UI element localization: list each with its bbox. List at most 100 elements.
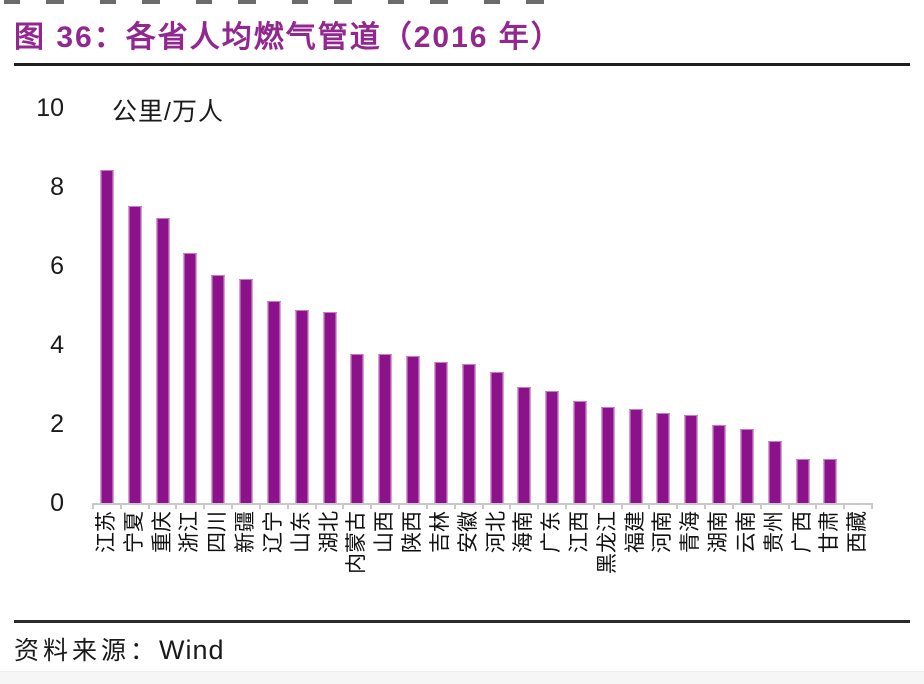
bar-group: 辽宁	[260, 108, 288, 553]
bar-group: 湖北	[316, 108, 344, 553]
source-label: 资料来源：	[14, 638, 160, 665]
bar-group: 河南	[650, 108, 678, 553]
x-tick-mark	[175, 503, 178, 509]
x-tick-mark	[620, 503, 623, 509]
bar	[545, 391, 560, 503]
x-tick-mark	[537, 503, 540, 509]
bar-group: 山西	[371, 108, 399, 553]
x-tick-mark	[648, 503, 651, 509]
y-tick-label: 0	[50, 489, 64, 517]
x-axis-label: 河南	[651, 511, 675, 553]
figure-title: 图 36：各省人均燃气管道（2016 年）	[14, 21, 563, 54]
bar-group: 浙江	[176, 108, 204, 553]
bar-group: 内蒙古	[343, 108, 371, 574]
bar-group: 新疆	[232, 108, 260, 553]
bar	[767, 440, 782, 503]
x-tick-mark	[676, 503, 679, 509]
bar-group: 广东	[538, 108, 566, 553]
x-axis-label: 陕西	[401, 511, 425, 553]
x-tick-mark	[731, 503, 734, 509]
bar	[99, 170, 114, 503]
bar	[294, 310, 309, 503]
bar	[684, 415, 699, 503]
bar	[211, 274, 226, 503]
bar	[572, 401, 587, 503]
x-tick-mark	[203, 503, 206, 509]
x-axis-label: 重庆	[150, 511, 174, 553]
bar	[628, 409, 643, 503]
x-axis-label: 山东	[289, 511, 313, 553]
bar	[266, 300, 281, 503]
x-axis-label: 河北	[484, 511, 508, 553]
bar	[183, 253, 198, 503]
x-axis-label: 江苏	[94, 511, 118, 553]
x-tick-mark	[147, 503, 150, 509]
x-tick-mark	[815, 503, 818, 509]
bar	[433, 361, 448, 503]
bar-group: 广西	[789, 108, 817, 553]
x-tick-mark	[759, 503, 762, 509]
x-axis-label: 广西	[790, 511, 814, 553]
bar-group: 四川	[204, 108, 232, 553]
bar-group: 江苏	[93, 108, 121, 553]
x-axis-label: 西藏	[846, 511, 870, 553]
bar-group: 贵州	[761, 108, 789, 553]
bar	[739, 428, 754, 503]
bar	[155, 217, 170, 503]
bar-group: 福建	[622, 108, 650, 553]
source-name: Wind	[159, 635, 225, 665]
x-axis-label: 山西	[373, 511, 397, 553]
x-axis-label: 青海	[679, 511, 703, 553]
x-tick-mark	[119, 503, 122, 509]
x-tick-mark	[425, 503, 428, 509]
bar	[656, 413, 671, 503]
x-axis-label: 辽宁	[261, 511, 285, 553]
x-axis-label: 云南	[734, 511, 758, 553]
x-axis-label: 江西	[567, 511, 591, 553]
x-tick-mark	[704, 503, 707, 509]
x-axis-label: 宁夏	[122, 511, 146, 553]
bar-group: 宁夏	[121, 108, 149, 553]
bar-group: 江西	[566, 108, 594, 553]
y-tick-label: 2	[50, 410, 64, 438]
x-tick-mark	[92, 503, 94, 509]
bar-group: 甘肃	[817, 108, 845, 553]
x-axis-label: 内蒙古	[345, 511, 369, 574]
y-tick-label: 8	[50, 173, 64, 201]
x-tick-mark	[481, 503, 484, 509]
bar-group: 安徽	[455, 108, 483, 553]
x-tick-mark	[258, 503, 261, 509]
x-tick-mark	[509, 503, 512, 509]
cropped-text-remnant	[4, 0, 564, 4]
x-tick-mark	[843, 503, 846, 509]
x-axis-label: 湖南	[707, 511, 731, 553]
x-axis-label: 甘肃	[818, 511, 842, 553]
bar	[489, 371, 504, 503]
x-axis-label: 吉林	[428, 511, 452, 553]
bar-group: 海南	[510, 108, 538, 553]
x-axis-label: 新疆	[234, 511, 258, 553]
bar	[600, 407, 615, 503]
x-axis-label: 海南	[512, 511, 536, 553]
bar	[350, 353, 365, 503]
x-tick-mark	[453, 503, 456, 509]
x-axis-label: 安徽	[456, 511, 480, 553]
y-axis-unit-label: 公里/万人	[112, 98, 224, 126]
bar	[712, 424, 727, 503]
bar-series: 江苏 宁夏 重庆 浙江 四川 新疆 辽宁 山东 湖北 内蒙古 山西 陕西 吉林 安徽 河北 海南 广东 江西 黑龙江…	[93, 108, 872, 574]
bar	[517, 387, 532, 503]
x-axis-label: 黑龙江	[595, 511, 619, 574]
footer-divider	[14, 620, 910, 623]
page-edge-strip	[0, 671, 924, 684]
bar	[461, 363, 476, 503]
x-axis-label: 广东	[540, 511, 564, 553]
bar	[406, 355, 421, 503]
bar	[378, 353, 393, 503]
source-text: 资料来源：Wind	[14, 631, 225, 667]
x-tick-mark	[286, 503, 289, 509]
x-axis-label: 湖北	[317, 511, 341, 553]
bar-group: 黑龙江	[594, 108, 622, 574]
x-axis-label: 四川	[206, 511, 230, 553]
title-divider	[14, 63, 910, 66]
